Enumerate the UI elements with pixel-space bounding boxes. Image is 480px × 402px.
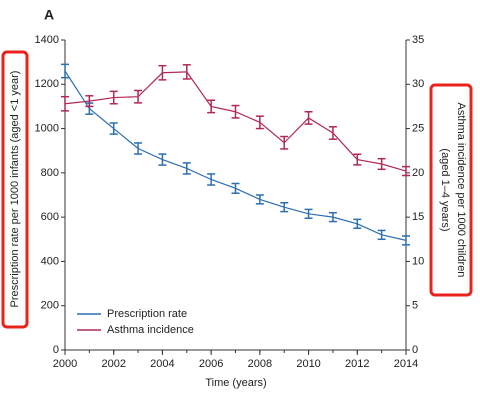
error-bar xyxy=(182,64,191,80)
y2-tick-label: 0 xyxy=(412,344,418,356)
y-tick-label: 1400 xyxy=(35,34,59,46)
error-bar xyxy=(61,95,69,112)
y2-tick-label: 10 xyxy=(412,255,424,267)
error-bar xyxy=(377,157,386,171)
y2-tick-label: 35 xyxy=(412,34,424,46)
y2-axis-label: Asthma incidence per 1000 children (aged… xyxy=(439,102,467,278)
y2-tick-label: 25 xyxy=(412,122,424,134)
y2-axis-label-box: Asthma incidence per 1000 children (aged… xyxy=(439,102,467,278)
series-line xyxy=(64,71,407,172)
error-bar xyxy=(255,115,264,130)
error-bar xyxy=(207,99,216,114)
x-tick-label: 2012 xyxy=(345,358,369,370)
error-bar xyxy=(61,63,69,79)
error-bar xyxy=(158,64,167,81)
y-tick-label: 1200 xyxy=(35,78,59,90)
legend-label: Asthma incidence xyxy=(107,324,194,336)
y2-tick-label: 20 xyxy=(412,167,424,179)
error-bar xyxy=(134,89,143,104)
x-tick-label: 2004 xyxy=(150,358,174,370)
x-tick-label: 2010 xyxy=(296,358,320,370)
x-tick-label: 2000 xyxy=(53,358,77,370)
error-bar xyxy=(377,229,386,241)
x-tick-label: 2014 xyxy=(394,358,418,370)
error-bar xyxy=(328,126,337,140)
y-tick-label: 200 xyxy=(41,300,59,312)
error-bar xyxy=(353,153,362,166)
error-bar xyxy=(231,104,240,119)
error-bar xyxy=(402,165,410,177)
x-tick-label: 2008 xyxy=(248,358,272,370)
error-bar xyxy=(280,135,289,150)
x-tick-label: 2002 xyxy=(101,358,125,370)
error-bar xyxy=(182,162,191,175)
y2-tick-label: 5 xyxy=(412,300,418,312)
error-bar xyxy=(402,235,410,246)
y-tick-label: 400 xyxy=(41,255,59,267)
error-bar xyxy=(85,95,94,108)
error-bar xyxy=(231,182,240,194)
legend-label: Prescription rate xyxy=(107,308,187,320)
y-axis-label: Prescription rate per 1000 infants (aged… xyxy=(9,71,21,308)
y-tick-label: 800 xyxy=(41,167,59,179)
error-bar xyxy=(304,208,313,219)
highlight-box xyxy=(1,50,29,329)
y2-tick-label: 30 xyxy=(412,78,424,90)
x-axis-label: Time (years) xyxy=(205,377,266,389)
x-tick-label: 2006 xyxy=(199,358,223,370)
y-tick-label: 1000 xyxy=(35,122,59,134)
error-bar xyxy=(353,218,362,229)
error-bar xyxy=(328,211,337,223)
error-bar xyxy=(109,90,118,105)
series-line xyxy=(64,70,407,241)
y-tick-label: 600 xyxy=(41,211,59,223)
panel-label: A xyxy=(44,7,54,23)
error-bar xyxy=(109,122,118,135)
error-bar xyxy=(280,202,289,213)
y-tick-label: 0 xyxy=(53,344,59,356)
error-bar xyxy=(134,142,143,155)
y2-tick-label: 15 xyxy=(412,211,424,223)
error-bar xyxy=(207,173,216,186)
error-bar xyxy=(158,153,167,166)
highlight-box xyxy=(429,83,473,297)
error-bar xyxy=(304,110,313,125)
error-bar xyxy=(255,194,264,205)
